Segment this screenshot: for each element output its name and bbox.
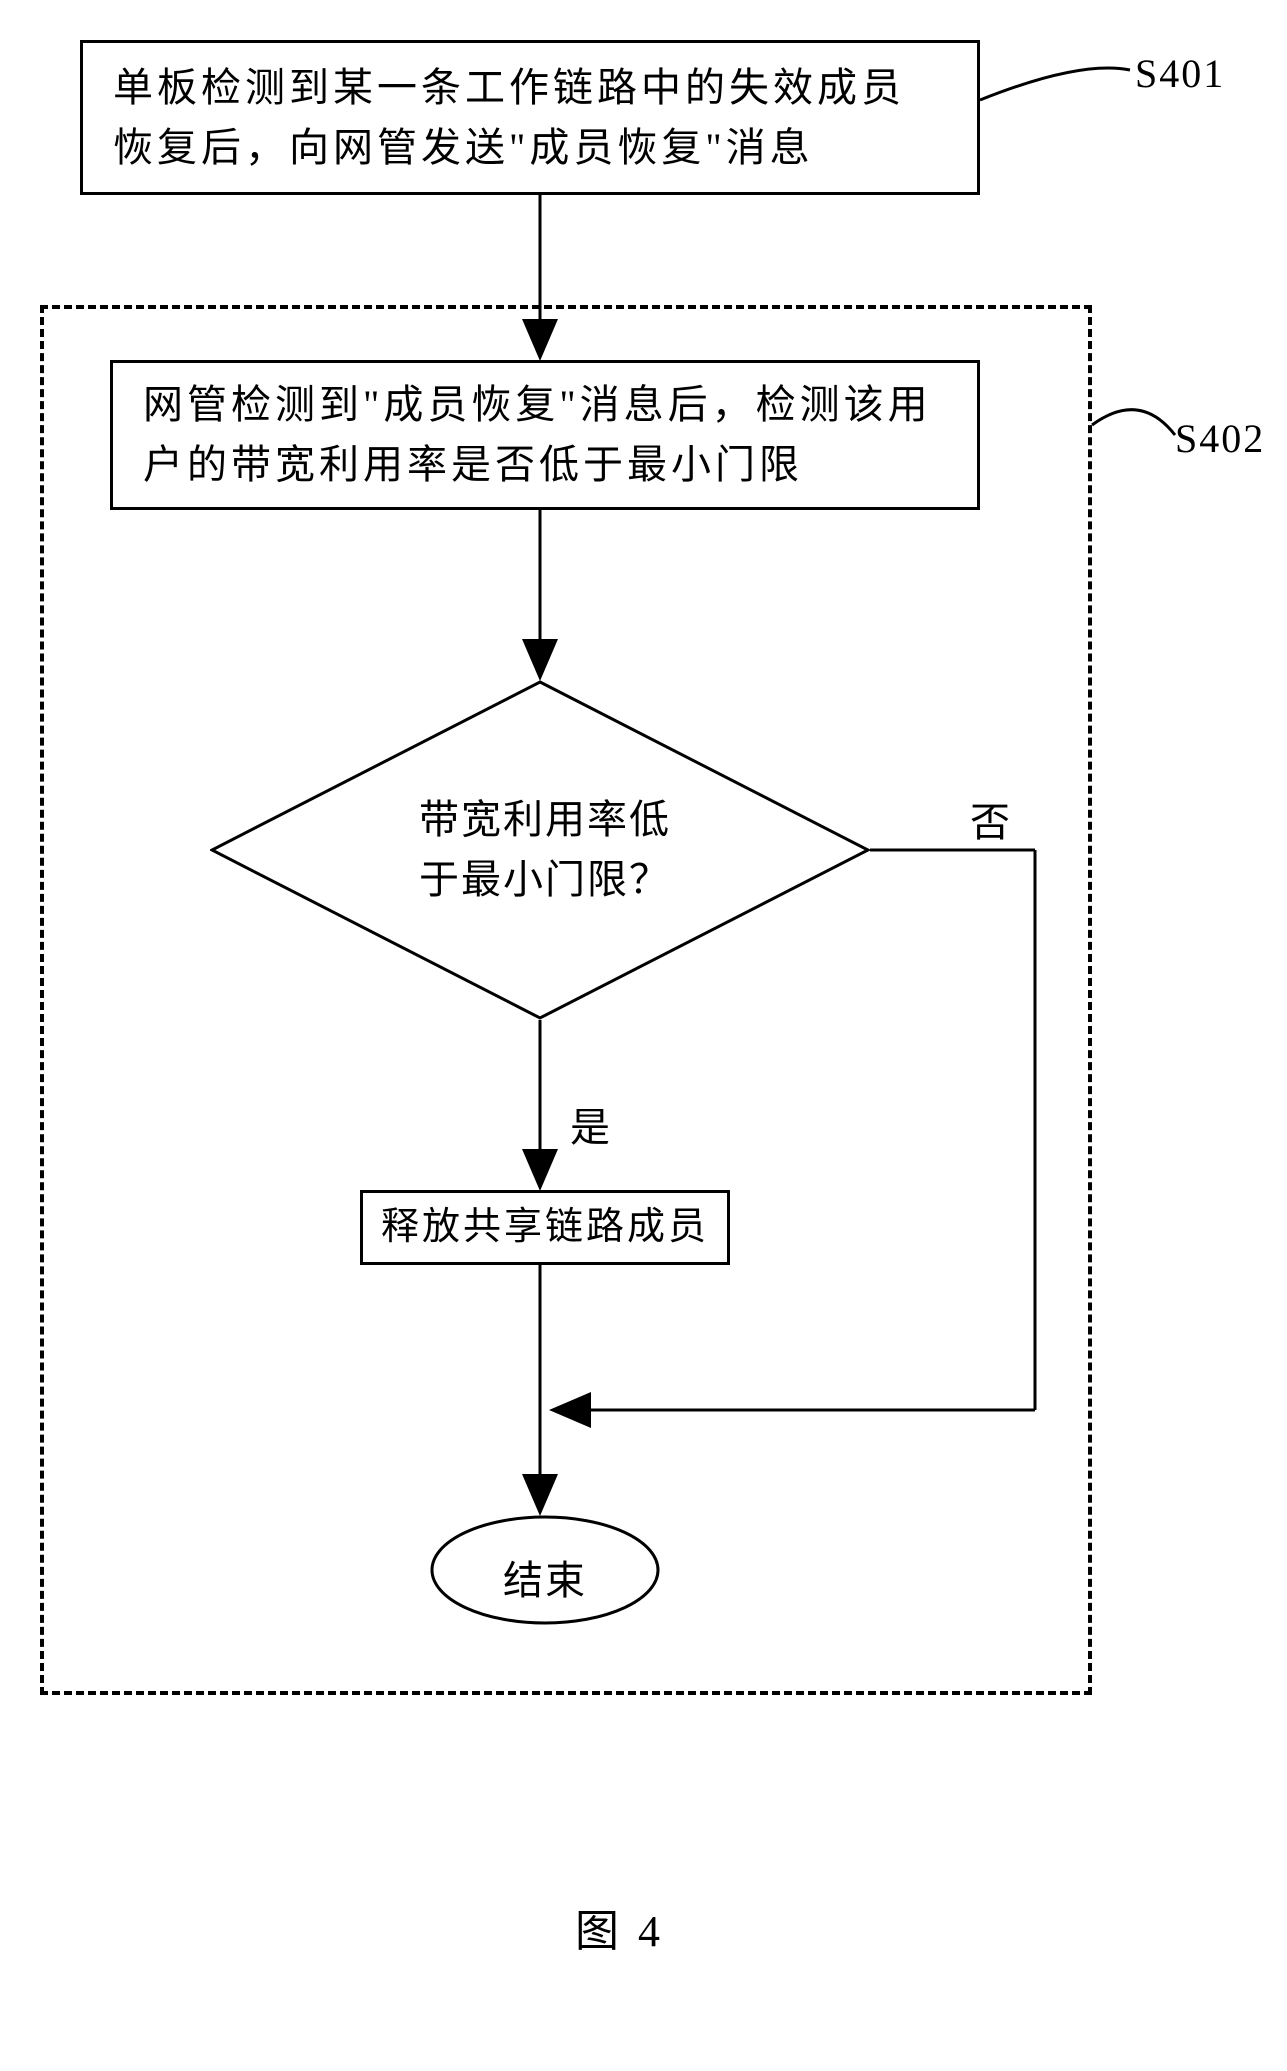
process-text: 单板检测到某一条工作链路中的失效成员恢复后，向网管发送"成员恢复"消息 [113, 58, 947, 178]
edge-label-no: 否 [970, 790, 1012, 848]
step-label-s402: S402 [1175, 415, 1265, 462]
decision-text: 带宽利用率低 于最小门限？ [395, 790, 695, 910]
decision-line1: 带宽利用率低 [419, 797, 671, 842]
process-text: 释放共享链路成员 [381, 1199, 709, 1256]
terminator-text: 结束 [500, 1548, 590, 1606]
flowchart-container: 单板检测到某一条工作链路中的失效成员恢复后，向网管发送"成员恢复"消息 S401… [0, 0, 1287, 2071]
process-box-release: 释放共享链路成员 [360, 1190, 730, 1265]
process-box-detect: 网管检测到"成员恢复"消息后，检测该用户的带宽利用率是否低于最小门限 [110, 360, 980, 510]
decision-line2: 于最小门限？ [419, 857, 671, 902]
process-box-s401: 单板检测到某一条工作链路中的失效成员恢复后，向网管发送"成员恢复"消息 [80, 40, 980, 195]
figure-caption: 图 4 [575, 1895, 664, 1959]
step-label-s401: S401 [1135, 50, 1225, 97]
process-text: 网管检测到"成员恢复"消息后，检测该用户的带宽利用率是否低于最小门限 [143, 375, 947, 495]
edge-label-yes: 是 [570, 1095, 612, 1153]
